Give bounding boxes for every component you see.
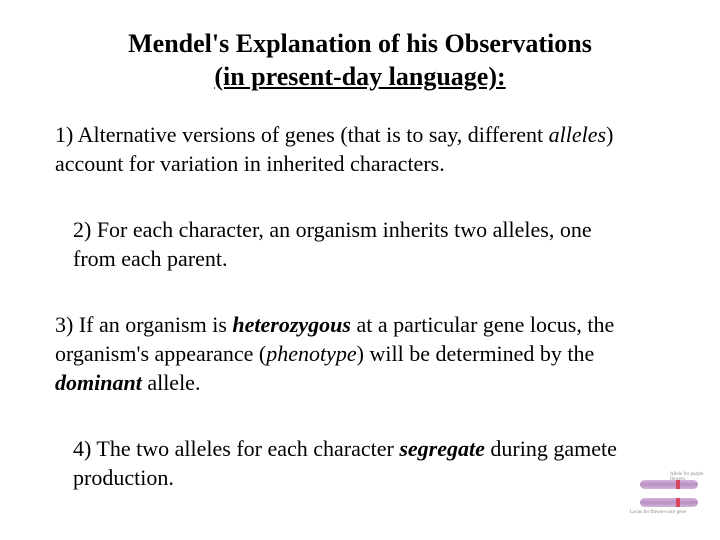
p3-pre: 3) If an organism is [55,312,232,337]
p2-text: 2) For each character, an organism inher… [73,217,592,271]
p3-mid1: heterozygous [232,312,351,337]
point-3: 3) If an organism is heterozygous at a p… [55,311,665,397]
slide-content: Mendel's Explanation of his Observations… [0,0,720,512]
p3-mid5: dominant [55,370,142,395]
gene-band-bottom [676,498,680,507]
point-1: 1) Alternative versions of genes (that i… [55,121,665,178]
diagram-label-1: Allele for purple flowers [670,472,712,482]
point-2: 2) For each character, an organism inher… [55,216,665,273]
point-4: 4) The two alleles for each character se… [55,435,665,492]
title-line-2: (in present-day language): [214,62,505,91]
title-line-1: Mendel's Explanation of his Observations [128,29,592,58]
p4-emph: segregate [399,436,485,461]
p1-pre: 1) Alternative versions of genes (that i… [55,122,549,147]
page-title: Mendel's Explanation of his Observations… [55,28,665,93]
p1-emph: alleles [549,122,606,147]
chromosome-bottom [640,498,698,507]
p4-pre: 4) The two alleles for each character [73,436,399,461]
diagram-label-2: Locus for flower-color gene [630,510,686,515]
p3-post: allele. [142,370,201,395]
chromosome-diagram-icon: Allele for purple flowers Locus for flow… [640,480,712,522]
p3-mid4: ) will be determined by the [357,341,595,366]
p3-mid3: phenotype [266,341,356,366]
